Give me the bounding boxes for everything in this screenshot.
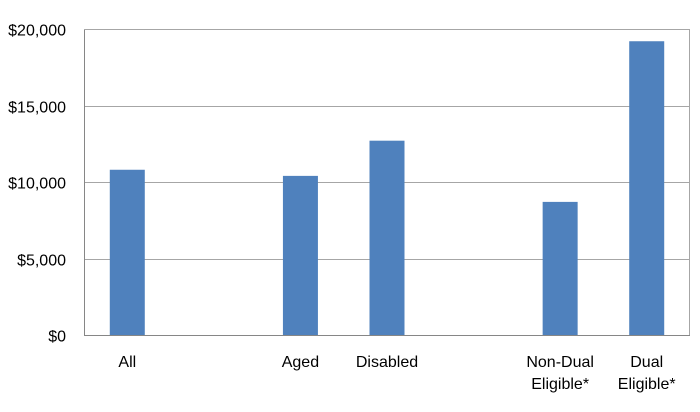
y-tick-labels: $0 $5,000 $10,000 $15,000 $20,000 [8, 23, 66, 346]
x-tick-label: Non-Dual Eligible* [526, 354, 594, 393]
bar [629, 41, 665, 336]
y-tick-label: $15,000 [8, 100, 66, 117]
x-tick-labels: All Aged Disabled Non-Dual Eligible* Dual Elig… [118, 354, 675, 393]
y-tick-label: $5,000 [17, 253, 66, 270]
bar [369, 140, 405, 335]
x-tick-label: Aged [282, 354, 319, 371]
axes [84, 29, 690, 336]
bar [542, 201, 578, 335]
y-tick-label: $20,000 [8, 23, 66, 40]
x-tick-label: Dual Eligible* [618, 354, 676, 393]
bars [109, 41, 665, 336]
y-tick-label: $10,000 [8, 176, 66, 193]
x-tick-label: All [118, 354, 136, 371]
x-tick-label: Disabled [356, 354, 418, 371]
y-tick-label: $0 [48, 329, 66, 346]
bar [282, 175, 318, 335]
bar [109, 169, 145, 335]
